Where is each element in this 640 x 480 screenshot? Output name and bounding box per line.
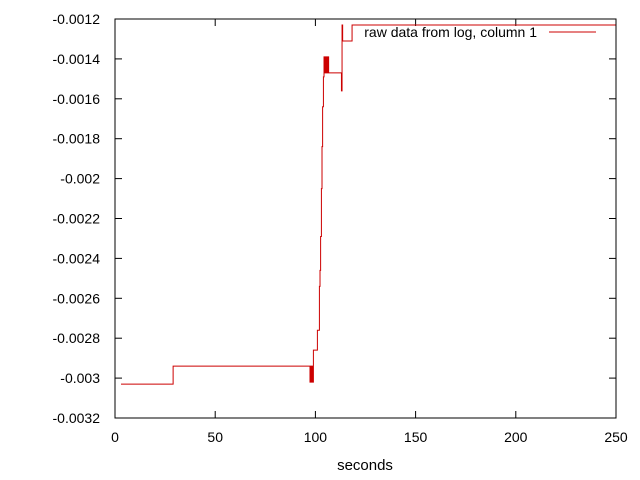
y-tick-label: -0.0016	[53, 91, 101, 107]
x-tick-label: 200	[504, 429, 528, 445]
y-tick-label: -0.0018	[53, 131, 101, 147]
x-tick-label: 50	[207, 429, 223, 445]
y-tick-label: -0.0014	[53, 51, 101, 67]
x-tick-label: 250	[604, 429, 628, 445]
legend-label: raw data from log, column 1	[364, 24, 537, 40]
y-tick-label: -0.0012	[53, 11, 101, 27]
series-layer	[121, 24, 616, 385]
x-tick-label: 150	[404, 429, 428, 445]
y-tick-label: -0.0028	[53, 330, 101, 346]
x-tick-label: 0	[111, 429, 119, 445]
legend: raw data from log, column 1	[364, 24, 596, 40]
series-line	[121, 24, 616, 385]
y-tick-label: -0.0026	[53, 290, 101, 306]
x-tick-label: 100	[304, 429, 328, 445]
x-axis-ticks: 0 50 100 150 200 250	[111, 19, 628, 445]
x-axis-title: seconds	[337, 457, 393, 474]
y-tick-label: -0.002	[60, 171, 100, 187]
y-tick-label: -0.0024	[53, 250, 101, 266]
y-tick-label: -0.003	[60, 370, 100, 386]
y-tick-label: -0.0032	[53, 410, 101, 426]
plot-frame	[114, 18, 617, 419]
y-tick-label: -0.0022	[53, 211, 101, 227]
y-axis-ticks: -0.0032 -0.003 -0.0028 -0.0026 -0.0024 -0.002…	[53, 11, 616, 426]
